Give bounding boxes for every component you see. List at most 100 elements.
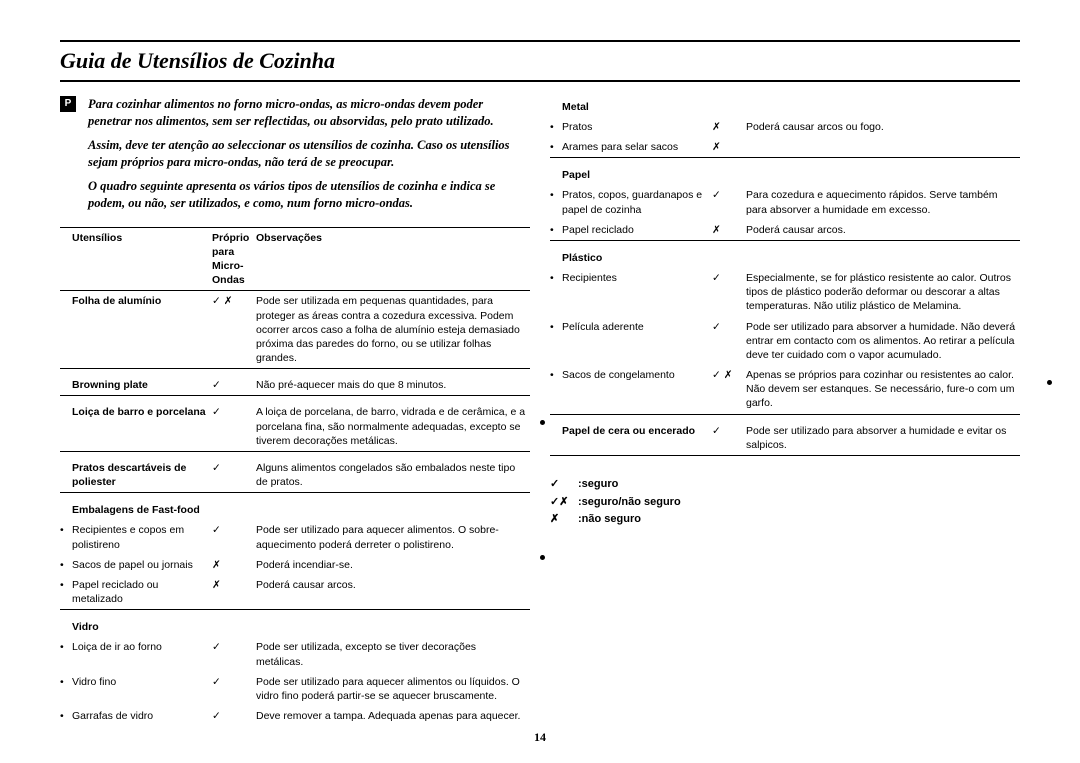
category-row: Papel	[550, 164, 1020, 185]
observation: A loiça de porcelana, de barro, vidrada …	[256, 402, 530, 451]
table-row: • Pratos, copos, guardanapos e papel de …	[550, 185, 1020, 219]
rating: ✓	[212, 706, 256, 726]
language-badge: P	[60, 96, 76, 112]
rating: ✓	[712, 268, 746, 317]
rating: ✗	[712, 220, 746, 241]
table-row: Loiça de barro e porcelana ✓ A loiça de …	[60, 402, 530, 451]
bullet-icon: •	[550, 120, 554, 134]
utensil-label: Garrafas de vidro	[72, 706, 212, 726]
intro-paragraph-1: Para cozinhar alimentos no forno micro-o…	[88, 96, 530, 131]
observation: Alguns alimentos congelados são embalado…	[256, 458, 530, 493]
observation: Poderá causar arcos.	[256, 575, 530, 610]
rating: ✓	[212, 402, 256, 451]
utensil-label: Pratos, copos, guardanapos e papel de co…	[562, 185, 712, 219]
rating: ✓ ✗	[712, 365, 746, 414]
bullet-icon: •	[60, 523, 64, 537]
table-row: • Loiça de ir ao forno ✓ Pode ser utiliz…	[60, 637, 530, 671]
observation: Deve remover a tampa. Adequada apenas pa…	[256, 706, 530, 726]
utensil-label: Película aderente	[562, 317, 712, 366]
legend-mixed-icon: ✓✗	[550, 494, 578, 512]
utensil-label: Papel reciclado	[562, 220, 712, 241]
category-label: Vidro	[72, 616, 530, 637]
margin-dot-icon	[540, 555, 545, 560]
legend-safe-label: :seguro	[578, 478, 618, 490]
right-table: Metal • Pratos ✗ Poderá causar arcos ou …	[550, 96, 1020, 462]
bullet-icon: •	[60, 675, 64, 689]
table-row: • Garrafas de vidro ✓ Deve remover a tam…	[60, 706, 530, 726]
observation: Poderá causar arcos.	[746, 220, 1020, 241]
bullet-icon: •	[550, 223, 554, 237]
page-title: Guia de Utensílios de Cozinha	[60, 44, 335, 80]
bullet-icon: •	[550, 368, 554, 382]
bullet-icon: •	[60, 578, 64, 592]
bullet-icon: •	[60, 640, 64, 654]
observation: Pode ser utilizada em pequenas quantidad…	[256, 291, 530, 369]
observation: Para cozedura e aquecimento rápidos. Ser…	[746, 185, 1020, 219]
header-obs: Observações	[256, 227, 530, 291]
header-utensil: Utensílios	[72, 227, 212, 291]
observation: Apenas se próprios para cozinhar ou resi…	[746, 365, 1020, 414]
observation: Especialmente, se for plástico resistent…	[746, 268, 1020, 317]
rating: ✓	[712, 185, 746, 219]
table-row: • Papel reciclado ou metalizado ✗ Poderá…	[60, 575, 530, 610]
rating: ✓	[212, 520, 256, 554]
table-row: • Papel reciclado ✗ Poderá causar arcos.	[550, 220, 1020, 241]
rating: ✓	[712, 317, 746, 366]
bullet-icon: •	[550, 271, 554, 285]
rating: ✓	[212, 637, 256, 671]
table-row: • Sacos de congelamento ✓ ✗ Apenas se pr…	[550, 365, 1020, 414]
legend-unsafe-icon: ✗	[550, 511, 578, 529]
legend: ✓:seguro ✓✗:seguro/não seguro ✗:não segu…	[550, 476, 1020, 529]
table-row: Pratos descartáveis de poliester ✓ Algun…	[60, 458, 530, 493]
rating: ✗	[712, 117, 746, 137]
legend-unsafe-label: :não seguro	[578, 513, 641, 525]
observation: Pode ser utilizado para absorver a humid…	[746, 317, 1020, 366]
intro-paragraph-3: O quadro seguinte apresenta os vários ti…	[88, 178, 530, 213]
observation: Pode ser utilizado para absorver a humid…	[746, 421, 1020, 456]
utensil-label: Recipientes e copos em polistireno	[72, 520, 212, 554]
table-row: Papel de cera ou encerado ✓ Pode ser uti…	[550, 421, 1020, 456]
category-label: Plástico	[562, 247, 1020, 268]
rating: ✓	[212, 458, 256, 493]
top-rule	[60, 40, 1020, 42]
table-row: Folha de alumínio ✓ ✗ Pode ser utilizada…	[60, 291, 530, 369]
rating: ✗	[212, 555, 256, 575]
title-underline	[60, 80, 1020, 82]
margin-dot-icon	[540, 420, 545, 425]
table-row: • Sacos de papel ou jornais ✗ Poderá inc…	[60, 555, 530, 575]
observation: Poderá causar arcos ou fogo.	[746, 117, 1020, 137]
right-column: Metal • Pratos ✗ Poderá causar arcos ou …	[550, 96, 1020, 727]
utensil-label: Sacos de papel ou jornais	[72, 555, 212, 575]
utensil-label: Loiça de ir ao forno	[72, 637, 212, 671]
category-row: Metal	[550, 96, 1020, 117]
category-label: Embalagens de Fast-food	[72, 499, 530, 520]
table-row: • Recipientes e copos em polistireno ✓ P…	[60, 520, 530, 554]
observation: Pode ser utilizada, excepto se tiver dec…	[256, 637, 530, 671]
bullet-icon: •	[550, 188, 554, 202]
rating: ✗	[712, 137, 746, 158]
rating: ✓	[712, 421, 746, 456]
table-row: • Pratos ✗ Poderá causar arcos ou fogo.	[550, 117, 1020, 137]
observation	[746, 137, 1020, 158]
legend-mixed-label: :seguro/não seguro	[578, 496, 681, 508]
utensil-label: Loiça de barro e porcelana	[72, 406, 206, 418]
left-table: Utensílios Próprio para Micro-Ondas Obse…	[60, 227, 530, 727]
table-row: • Película aderente ✓ Pode ser utilizado…	[550, 317, 1020, 366]
utensil-label: Vidro fino	[72, 672, 212, 706]
category-label: Metal	[562, 96, 1020, 117]
observation: Poderá incendiar-se.	[256, 555, 530, 575]
observation: Pode ser utilizado para aquecer alimento…	[256, 672, 530, 706]
bullet-icon: •	[60, 558, 64, 572]
legend-safe-icon: ✓	[550, 476, 578, 494]
rating: ✓ ✗	[212, 291, 256, 369]
category-row: Plástico	[550, 247, 1020, 268]
category-row: Vidro	[60, 616, 530, 637]
utensil-label: Browning plate	[72, 379, 148, 391]
observation: Pode ser utilizado para aquecer alimento…	[256, 520, 530, 554]
table-row: • Recipientes ✓ Especialmente, se for pl…	[550, 268, 1020, 317]
utensil-label: Recipientes	[562, 268, 712, 317]
intro-paragraph-2: Assim, deve ter atenção ao seleccionar o…	[88, 137, 530, 172]
header-safe: Próprio para Micro-Ondas	[212, 227, 256, 291]
left-column: P Para cozinhar alimentos no forno micro…	[60, 96, 530, 727]
utensil-label: Folha de alumínio	[72, 295, 161, 307]
